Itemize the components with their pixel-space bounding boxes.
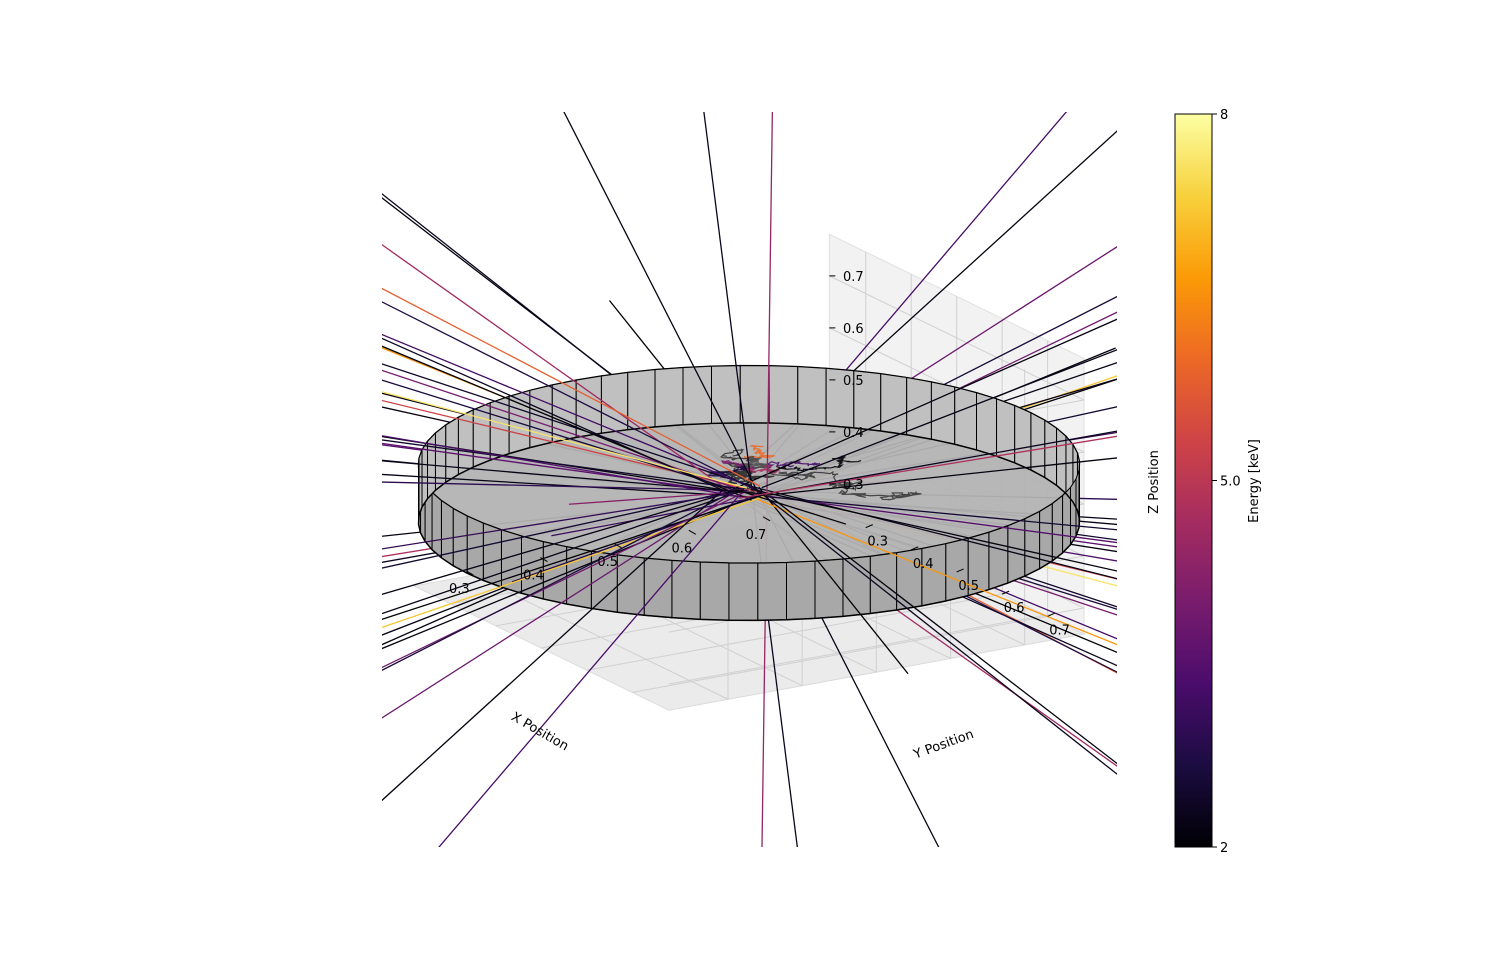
cylinder-side-facet [1015,406,1031,470]
cylinder-side-facet [1045,420,1057,485]
z-tick-label: 0.6 [843,322,864,337]
cylinder-side-facet [712,366,741,424]
cylinder-side-facet [422,441,427,507]
cylinder-side-facet [769,366,798,424]
colorbar-gradient [1175,114,1212,847]
cylinder-side-facet [644,558,672,618]
cylinder-side-facet [655,368,683,427]
cylinder-side-facet [435,425,445,490]
cylinder-side-facet [432,492,441,557]
cylinder-side-facet [922,544,946,606]
y-tick-label: 0.3 [867,535,888,550]
cylinder-side-facet [758,563,787,621]
colorbar-tick-label: 5.0 [1220,475,1241,490]
cylinder-side-facet [628,370,655,430]
track-line [76,493,733,914]
cylinder-side-facet [1057,428,1066,493]
cylinder-side-facet [1052,496,1062,561]
cylinder-side-facet [453,509,467,574]
cylinder-side-facet [931,382,954,444]
x-tick-label: 0.4 [523,569,544,584]
x-tick-label: 0.5 [597,555,618,570]
x-tick-label: 0.3 [449,582,470,597]
z-tick-label: 0.3 [843,478,864,493]
colorbar: 2 5.0 8 Energy [keV] [1175,108,1262,856]
x-axis-label: X Position [508,710,571,755]
cylinder-side-facet [955,387,977,450]
x-tick-label: 0.6 [671,541,692,556]
cylinder-side-facet [1070,479,1075,545]
cylinder-side-facet [977,393,997,456]
z-tick-label: 0.4 [843,426,864,441]
z-tick-label: 0.7 [843,270,864,285]
cylinder-side-facet [786,561,814,620]
cylinder-side-facet [567,547,592,609]
y-axis-label: Y Position [911,727,976,763]
colorbar-tick-label: 2 [1220,841,1228,856]
x-tick-label: 0.7 [746,528,767,543]
cylinder-side-facet [843,556,870,616]
y-tick-label: 0.4 [913,557,934,572]
z-axis-label: Z Position [1147,450,1162,514]
cylinder-side-facet [815,559,843,618]
y-tick-label: 0.7 [1049,623,1070,638]
colorbar-tick-label: 8 [1220,108,1228,123]
cylinder-side-facet [683,366,711,425]
cylinder-side-facet [798,367,826,426]
track-line [16,176,725,492]
colorbar-label: Energy [keV] [1247,439,1262,523]
cylinder-side-facet [543,542,566,604]
cylinder-side-facet [729,563,758,620]
cylinder-side-facet [989,526,1008,590]
cylinder-side-facet [881,374,907,435]
z-tick-label: 0.5 [843,374,864,389]
cylinder-side-facet [700,562,729,620]
y-tick-label: 0.6 [1004,601,1025,616]
y-tick-label: 0.5 [958,579,979,594]
cylinder-side-facet [740,366,769,423]
cylinder-side-facet [490,396,509,460]
cylinder-side-facet [441,501,453,566]
